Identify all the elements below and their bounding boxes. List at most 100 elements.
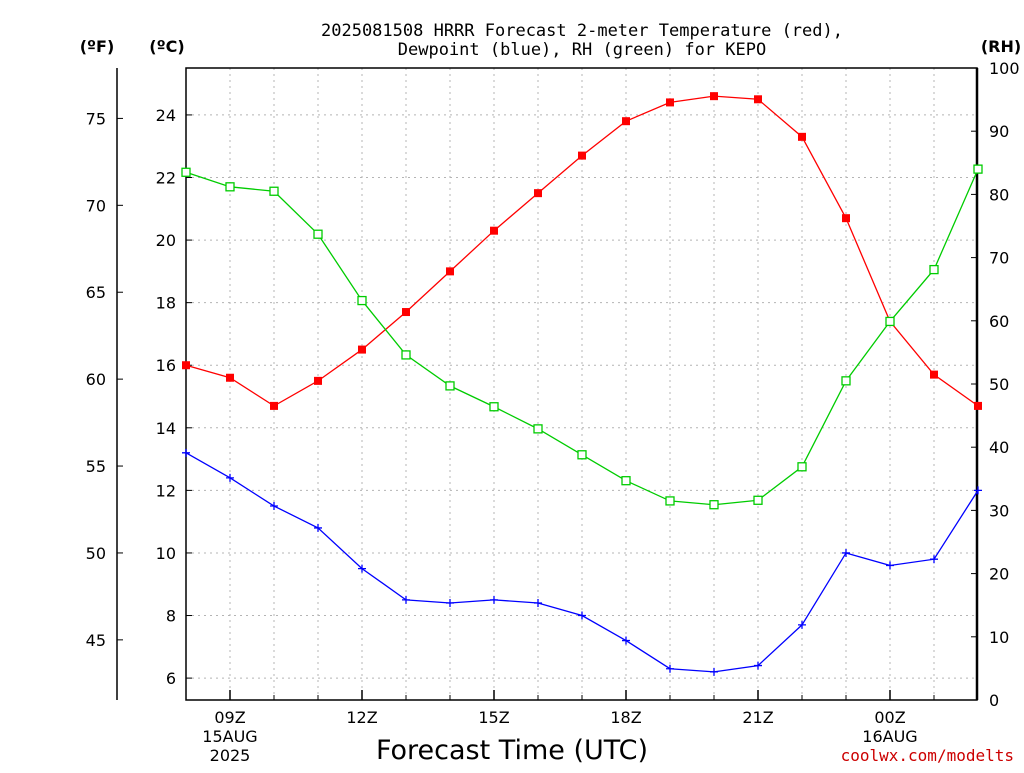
- x-tick-label: 09Z: [214, 708, 245, 727]
- dewpoint-point: [490, 595, 498, 604]
- celsius-tick-label: 14: [156, 419, 176, 438]
- temperature-point: [930, 370, 938, 379]
- temperature-point: [798, 132, 806, 141]
- rh-point: [489, 402, 499, 412]
- temperature-point: [710, 92, 718, 101]
- rh-unit-label: (RH): [981, 37, 1021, 56]
- rh-tick-label: 10: [989, 628, 1009, 647]
- rh-tick-label: 0: [989, 691, 999, 710]
- celsius-unit-label: (ºC): [149, 37, 184, 56]
- rh-point: [709, 500, 719, 510]
- fahrenheit-tick-label: 65: [86, 283, 106, 302]
- x-tick-label: 12Z: [346, 708, 377, 727]
- temperature-point: [578, 151, 586, 160]
- rh-point: [269, 186, 279, 196]
- fahrenheit-unit-label: (ºF): [80, 37, 115, 56]
- temperature-point: [974, 401, 982, 410]
- temperature-point: [490, 226, 498, 235]
- x-tick-date-label: 16AUG: [862, 727, 917, 746]
- series-layer: [181, 92, 983, 676]
- celsius-tick-label: 16: [156, 356, 176, 375]
- credit-text: coolwx.com/modelts: [841, 746, 1014, 765]
- grid-layer: [186, 68, 977, 700]
- rh-point: [665, 496, 675, 506]
- rh-tick-label: 50: [989, 375, 1009, 394]
- x-tick-date-label: 15AUG: [202, 727, 257, 746]
- x-tick-label: 00Z: [874, 708, 905, 727]
- temperature-point: [622, 117, 630, 126]
- fahrenheit-tick-label: 50: [86, 544, 106, 563]
- rh-point: [577, 450, 587, 460]
- temperature-point: [666, 98, 674, 107]
- celsius-tick-label: 8: [166, 607, 176, 626]
- temperature-line: [185, 95, 979, 407]
- rh-point: [357, 295, 367, 306]
- label-layer: 2025081508 HRRR Forecast 2-meter Tempera…: [80, 21, 1021, 766]
- celsius-tick-label: 22: [156, 169, 176, 188]
- plot-frame: [185, 67, 978, 701]
- rh-tick-label: 60: [989, 312, 1009, 331]
- rh-point: [533, 424, 543, 434]
- celsius-tick-label: 6: [166, 669, 176, 688]
- rh-point: [885, 316, 895, 327]
- temperature-point: [182, 361, 190, 370]
- temperature-point: [754, 95, 762, 104]
- rh-point: [797, 462, 807, 472]
- x-axis-label: Forecast Time (UTC): [376, 735, 648, 766]
- rh-tick-label: 80: [989, 185, 1009, 204]
- rh-point: [401, 350, 411, 360]
- chart-title-line-2: Dewpoint (blue), RH (green) for KEPO: [398, 40, 766, 60]
- dewpoint-point: [622, 636, 630, 645]
- rh-point: [973, 164, 983, 174]
- dewpoint-point: [930, 555, 938, 564]
- rh-point: [445, 381, 455, 391]
- fahrenheit-tick-label: 45: [86, 631, 106, 650]
- dewpoint-point: [754, 661, 762, 670]
- rh-point: [621, 476, 631, 486]
- rh-point: [841, 376, 851, 386]
- dewpoint-point: [842, 548, 850, 557]
- rh-series: [181, 164, 983, 510]
- x-tick-year-label: 2025: [210, 746, 251, 765]
- rh-tick-label: 20: [989, 565, 1009, 584]
- temperature-point: [358, 345, 366, 354]
- axis-layer: [116, 67, 979, 701]
- dewpoint-point: [534, 599, 542, 608]
- x-tick-label: 21Z: [742, 708, 773, 727]
- rh-point: [313, 229, 323, 239]
- rh-tick-label: 40: [989, 438, 1009, 457]
- dewpoint-point: [402, 595, 410, 604]
- celsius-tick-label: 24: [156, 106, 176, 125]
- dewpoint-point: [446, 599, 454, 608]
- dewpoint-point: [314, 523, 322, 532]
- celsius-tick-label: 10: [156, 544, 176, 563]
- dewpoint-point: [578, 611, 586, 620]
- dewpoint-point: [270, 502, 278, 511]
- celsius-tick-label: 18: [156, 294, 176, 313]
- dewpoint-series: [182, 448, 982, 676]
- rh-tick-label: 30: [989, 501, 1009, 520]
- dewpoint-point: [974, 486, 982, 495]
- dewpoint-point: [710, 667, 718, 676]
- dewpoint-point: [886, 561, 894, 570]
- temperature-point: [402, 308, 410, 317]
- temperature-point: [226, 373, 234, 382]
- temperature-point: [534, 189, 542, 198]
- rh-tick-label: 70: [989, 249, 1009, 268]
- rh-point: [181, 167, 191, 177]
- x-tick-label: 18Z: [610, 708, 641, 727]
- fahrenheit-tick-label: 60: [86, 370, 106, 389]
- temperature-point: [314, 376, 322, 385]
- fahrenheit-tick-label: 55: [86, 457, 106, 476]
- x-tick-label: 15Z: [478, 708, 509, 727]
- dewpoint-point: [358, 564, 366, 573]
- temperature-point: [842, 214, 850, 223]
- rh-tick-label: 100: [989, 59, 1020, 78]
- dewpoint-point: [182, 448, 190, 457]
- rh-point: [225, 182, 235, 192]
- rh-tick-label: 90: [989, 122, 1009, 141]
- temperature-point: [270, 401, 278, 410]
- fahrenheit-tick-label: 75: [86, 109, 106, 128]
